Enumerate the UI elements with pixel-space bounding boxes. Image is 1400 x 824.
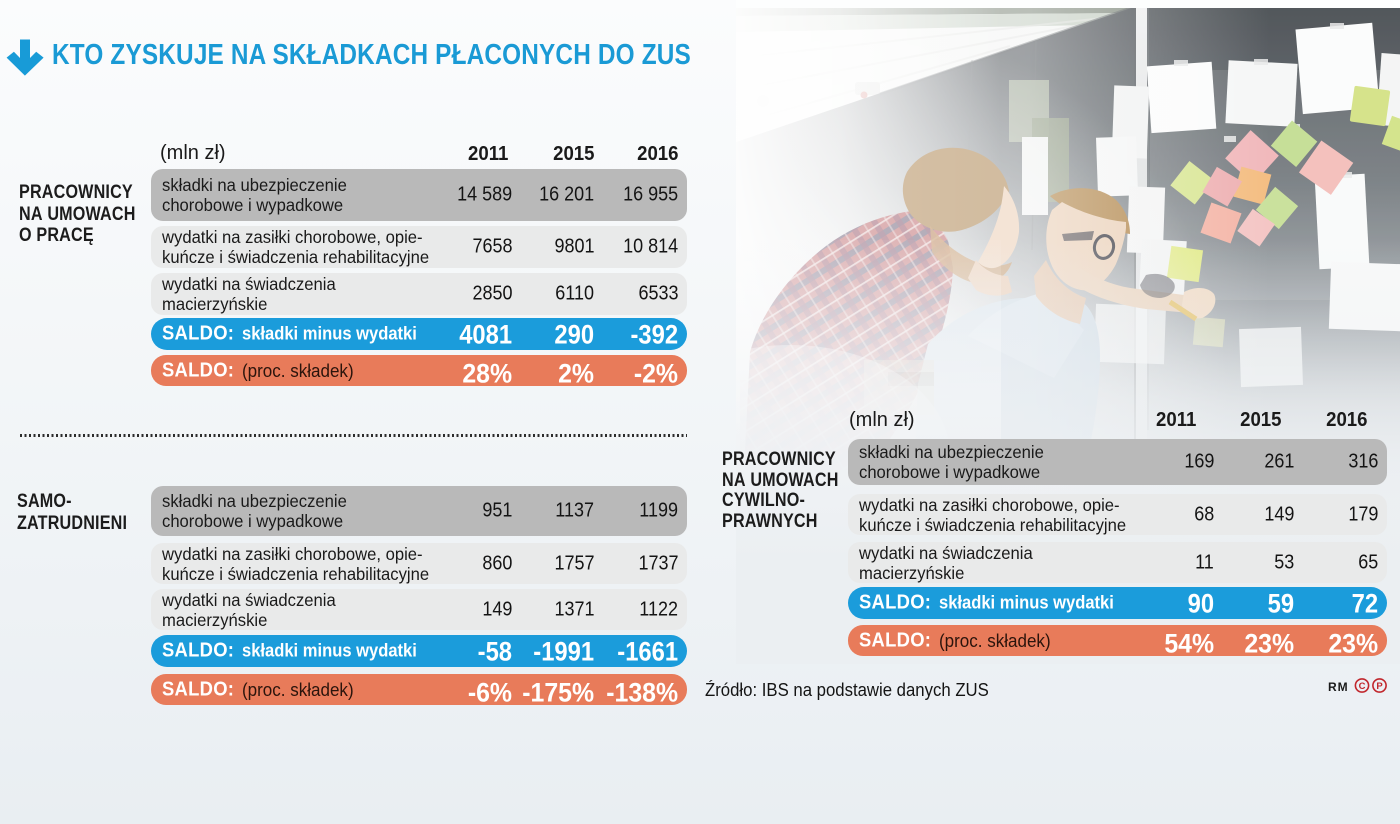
svg-text:P: P [1376, 681, 1383, 692]
svg-text:C: C [1359, 681, 1366, 692]
